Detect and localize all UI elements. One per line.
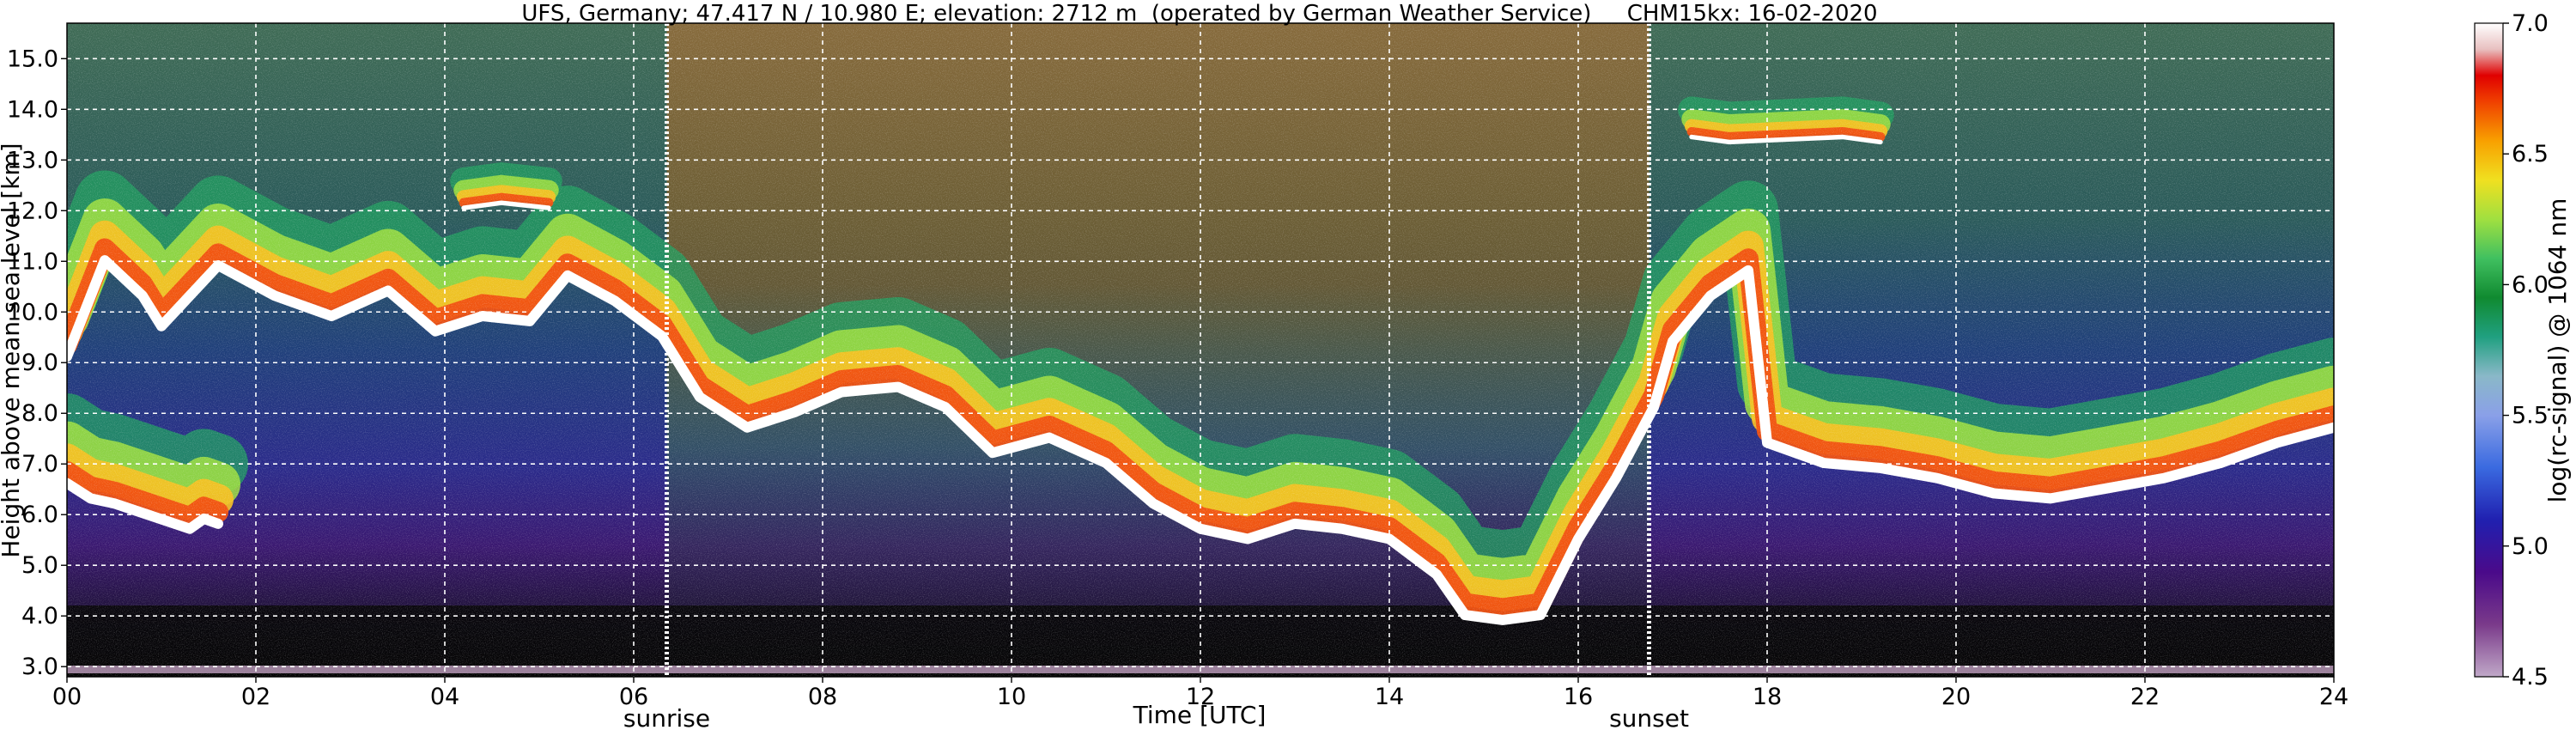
y-tick-label: 12.0: [7, 198, 58, 224]
colorbar-label: log(rc-signal) @ 1064 nm: [2543, 198, 2572, 503]
y-tick-label: 3.0: [21, 654, 58, 680]
x-tick-label: 06: [619, 684, 648, 710]
y-axis-label: Height above mean sea level [km]: [0, 143, 25, 557]
y-tick-label: 7.0: [21, 451, 58, 478]
x-tick-label: 24: [2319, 684, 2348, 710]
x-tick-label: 12: [1186, 684, 1215, 710]
x-tick-label: 02: [241, 684, 270, 710]
colorbar-tick-label: 5.5: [2512, 403, 2549, 429]
y-tick-label: 11.0: [7, 248, 58, 275]
y-tick-label: 13.0: [7, 147, 58, 173]
x-tick-label: 08: [808, 684, 837, 710]
sunrise-label: sunrise: [623, 704, 710, 730]
grid-lines: [67, 23, 2334, 677]
x-tick-label: 18: [1753, 684, 1782, 710]
x-tick-label: 04: [430, 684, 459, 710]
x-tick-label: 10: [997, 684, 1026, 710]
x-tick-label: 16: [1564, 684, 1593, 710]
y-tick-label: 9.0: [21, 350, 58, 376]
y-tick-label: 6.0: [21, 502, 58, 528]
y-tick-label: 15.0: [7, 46, 58, 72]
y-tick-label: 8.0: [21, 400, 58, 427]
colorbar-tick-label: 6.5: [2512, 141, 2549, 167]
colorbar-tick-label: 6.0: [2512, 271, 2549, 298]
colorbar-tick-label: 7.0: [2512, 10, 2549, 37]
x-tick-label: 22: [2130, 684, 2160, 710]
x-tick-label: 14: [1375, 684, 1404, 710]
colorbar: [2474, 22, 2504, 678]
chart-title: UFS, Germany; 47.417 N / 10.980 E; eleva…: [521, 1, 1877, 27]
x-tick-label: 00: [52, 684, 82, 710]
x-tick-label: 20: [1941, 684, 1971, 710]
x-axis-label: Time [UTC]: [1133, 701, 1267, 729]
y-tick-label: 14.0: [7, 96, 58, 123]
colorbar-tick-label: 5.0: [2512, 533, 2549, 560]
y-tick-label: 5.0: [21, 552, 58, 579]
y-tick-label: 4.0: [21, 603, 58, 630]
y-tick-label: 10.0: [7, 299, 58, 325]
colorbar-tick-label: 4.5: [2512, 664, 2549, 690]
sunset-label: sunset: [1609, 704, 1689, 730]
